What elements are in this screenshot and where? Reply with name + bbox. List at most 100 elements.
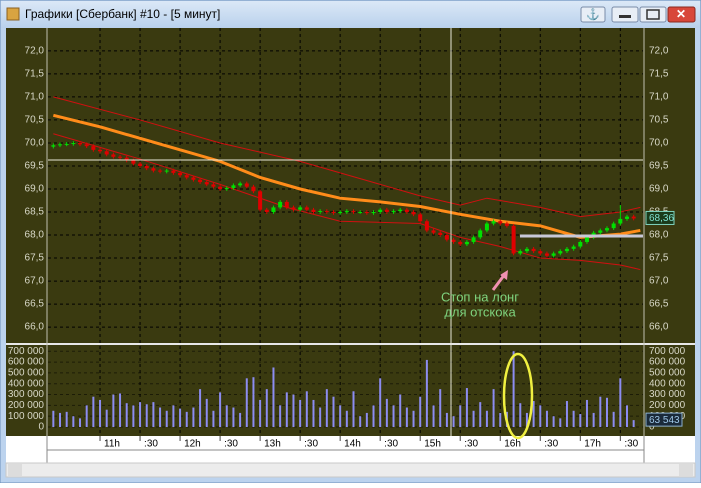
volume-bar: [239, 412, 242, 427]
volume-bar: [292, 394, 295, 427]
x-tick-label: 13h: [264, 439, 281, 450]
candle-body: [178, 172, 183, 176]
volume-bar: [599, 396, 602, 427]
candle-body: [104, 151, 109, 155]
candle-body: [438, 232, 443, 236]
candle-body: [218, 186, 223, 189]
y-tick-label-right: 70,5: [649, 115, 669, 126]
candle-body: [238, 183, 243, 186]
candle-body: [624, 216, 629, 219]
y-tick-label-right: 69,5: [649, 161, 669, 172]
volume-bar: [352, 391, 355, 427]
candle-body: [284, 201, 289, 208]
volume-bar: [65, 411, 68, 427]
volume-bar: [619, 378, 622, 427]
y-tick-label: 500 000: [8, 368, 45, 379]
volume-bar: [612, 411, 615, 427]
volume-bar: [339, 405, 342, 427]
volume-bar: [192, 407, 195, 427]
candle-body: [164, 170, 169, 172]
arrow-head: [500, 270, 508, 280]
indicator-line: [53, 133, 641, 271]
candle-body: [491, 221, 496, 224]
last-price-label: 68,36: [649, 213, 674, 224]
scrollbar[interactable]: [5, 462, 696, 478]
volume-bar: [212, 410, 215, 427]
volume-bar: [345, 410, 348, 427]
candle-body: [418, 214, 423, 222]
candle-body: [564, 248, 569, 252]
last-price-box: [645, 210, 675, 225]
volume-bar: [179, 408, 182, 427]
y-tick-label-right: 67,0: [649, 276, 669, 287]
candle-body: [538, 251, 543, 254]
volume-bar: [479, 402, 482, 427]
last-volume-box: [645, 412, 683, 427]
maximize-icon: [646, 9, 660, 20]
volume-bar: [219, 392, 222, 427]
volume-bar: [265, 389, 268, 427]
volume-bar: [459, 405, 462, 427]
volume-bar: [412, 410, 415, 427]
candle-body: [378, 209, 383, 213]
volume-bar: [245, 378, 248, 427]
candle-body: [211, 184, 216, 187]
scroll-right[interactable]: [679, 464, 693, 476]
volume-bar: [172, 405, 175, 427]
x-tick-label: 12h: [184, 439, 201, 450]
candle-body: [264, 209, 269, 213]
volume-bar: [325, 389, 328, 427]
volume-bar: [59, 412, 62, 427]
y-tick-label: 69,5: [25, 161, 45, 172]
candle-body: [118, 156, 123, 158]
candle-body: [391, 211, 396, 213]
volume-bar: [385, 398, 388, 427]
y-tick-label-right: 67,5: [649, 253, 669, 264]
candle-body: [424, 221, 429, 231]
y-tick-label-right: 70,0: [649, 138, 669, 149]
candle-body: [504, 223, 509, 226]
x-tick-label: 16h: [504, 439, 521, 450]
candle-body: [244, 183, 249, 187]
candle-body: [224, 188, 229, 190]
candle-body: [98, 149, 103, 152]
volume-bar: [485, 410, 488, 427]
candle-body: [571, 246, 576, 249]
y-tick-label: 67,0: [25, 276, 45, 287]
candle-body: [51, 145, 56, 147]
pin-button[interactable]: [580, 6, 606, 23]
volume-bar: [312, 399, 315, 427]
y-tick-label: 700 000: [8, 346, 45, 357]
x-tick-label: 15h: [424, 439, 441, 450]
candle-body: [151, 168, 156, 171]
minimize-button[interactable]: [611, 6, 639, 23]
y-tick-label: 600 000: [8, 357, 45, 368]
x-tick-label: :30: [144, 439, 158, 450]
window-title: Графики [Сбербанк] #10 - [5 минут]: [25, 7, 220, 21]
close-button[interactable]: [667, 6, 696, 23]
candle-body: [304, 207, 309, 210]
candle-body: [318, 211, 323, 213]
volume-bar: [432, 405, 435, 427]
candle-body: [458, 241, 463, 245]
volume-bar: [372, 405, 375, 427]
volume-bar: [472, 410, 475, 427]
candle-body: [258, 191, 263, 210]
candle-body: [311, 209, 316, 213]
volume-bar: [299, 399, 302, 427]
x-tick-label: :30: [544, 439, 558, 450]
y-tick-label-right: 700 000: [649, 346, 686, 357]
scroll-left[interactable]: [8, 464, 22, 476]
volume-bar: [145, 404, 148, 427]
candle-body: [71, 142, 76, 144]
y-tick-label: 200 000: [8, 400, 45, 411]
volume-bar: [279, 405, 282, 427]
candle-body: [231, 185, 236, 189]
volume-bar: [92, 396, 95, 427]
x-tick-label: 11h: [104, 439, 120, 450]
volume-bar: [452, 416, 455, 427]
volume-bar: [79, 418, 82, 427]
candle-body: [464, 241, 469, 245]
volume-bar: [125, 403, 128, 427]
